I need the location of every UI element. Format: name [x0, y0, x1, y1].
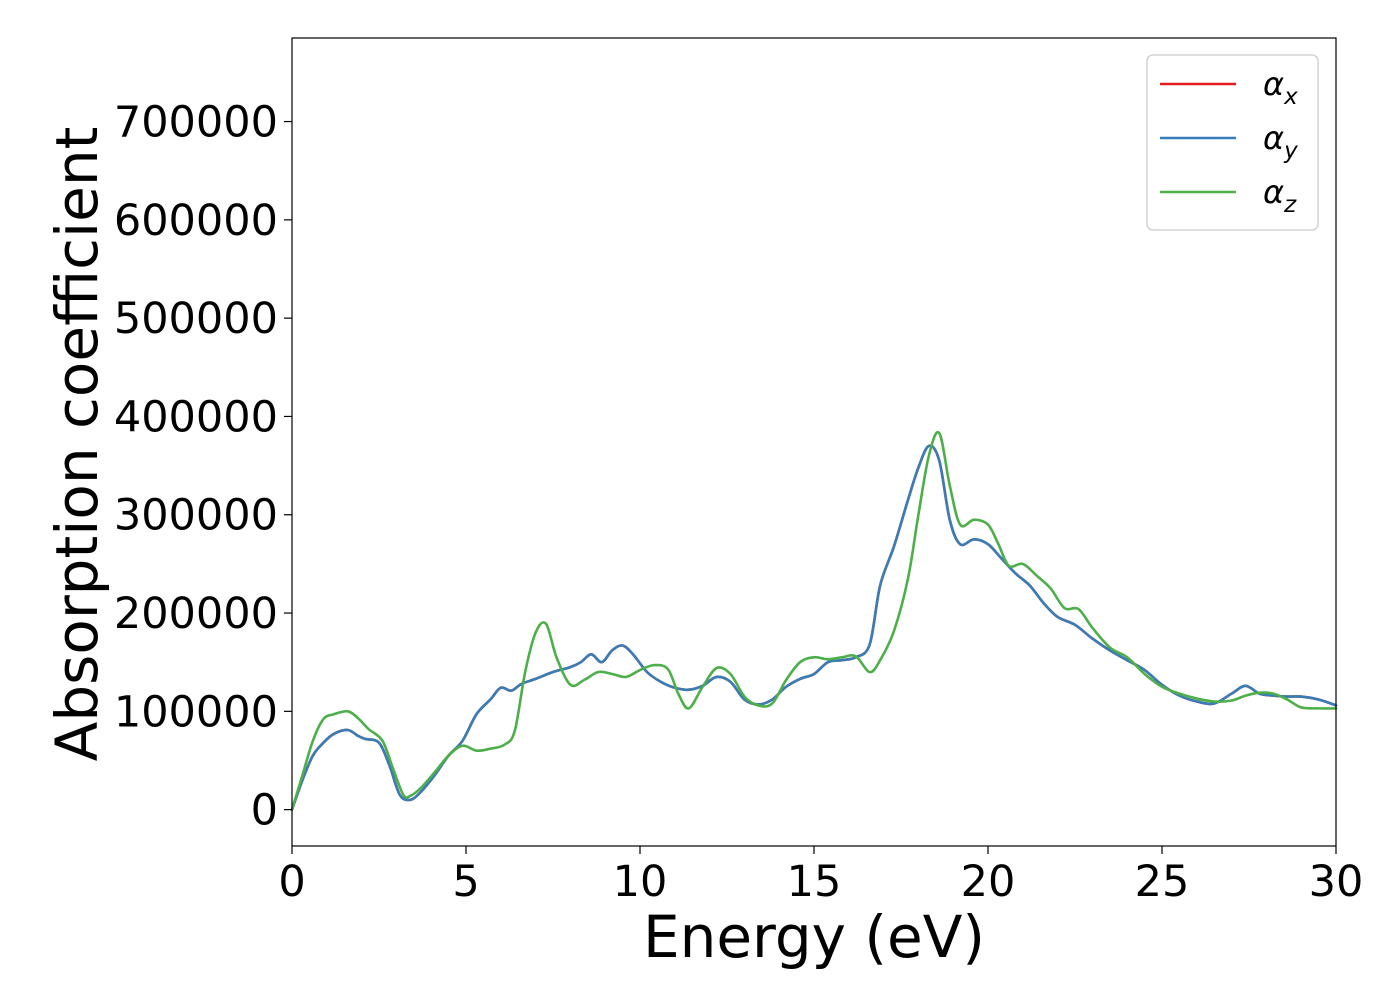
- x-tick-label: 25: [1135, 857, 1190, 907]
- y-tick-label: 200000: [114, 589, 278, 639]
- series-line-z: [290, 430, 1338, 811]
- y-tick-label: 0: [251, 786, 278, 836]
- y-axis-label: Absorption coefficient: [43, 127, 111, 762]
- legend: αx αy αz: [1146, 54, 1319, 231]
- y-tick-label: 100000: [114, 687, 278, 737]
- series-layer: [290, 430, 1338, 811]
- x-tick-label: 5: [452, 857, 479, 907]
- y-tick-label: 500000: [114, 294, 278, 344]
- x-tick-label: 15: [787, 857, 842, 907]
- x-tick-label: 30: [1309, 857, 1364, 907]
- y-tick-label: 700000: [114, 98, 278, 148]
- x-axis-ticks: 0 5 10 15 20 25 30: [278, 846, 1363, 907]
- legend-label-z: αz: [1263, 173, 1297, 218]
- x-tick-label: 10: [613, 857, 668, 907]
- series-line-y: [290, 444, 1338, 811]
- legend-label-x: αx: [1263, 65, 1298, 110]
- legend-box: [1146, 54, 1319, 231]
- legend-label-y: αy: [1263, 119, 1298, 164]
- y-tick-label: 400000: [114, 392, 278, 442]
- x-tick-label: 0: [278, 857, 305, 907]
- y-tick-label: 300000: [114, 491, 278, 541]
- x-tick-label: 20: [961, 857, 1016, 907]
- y-tick-label: 600000: [114, 196, 278, 246]
- x-axis-label: Energy (eV): [643, 903, 985, 971]
- y-axis-ticks: 0 100000 200000 300000 400000 500000 600000 700…: [114, 98, 292, 836]
